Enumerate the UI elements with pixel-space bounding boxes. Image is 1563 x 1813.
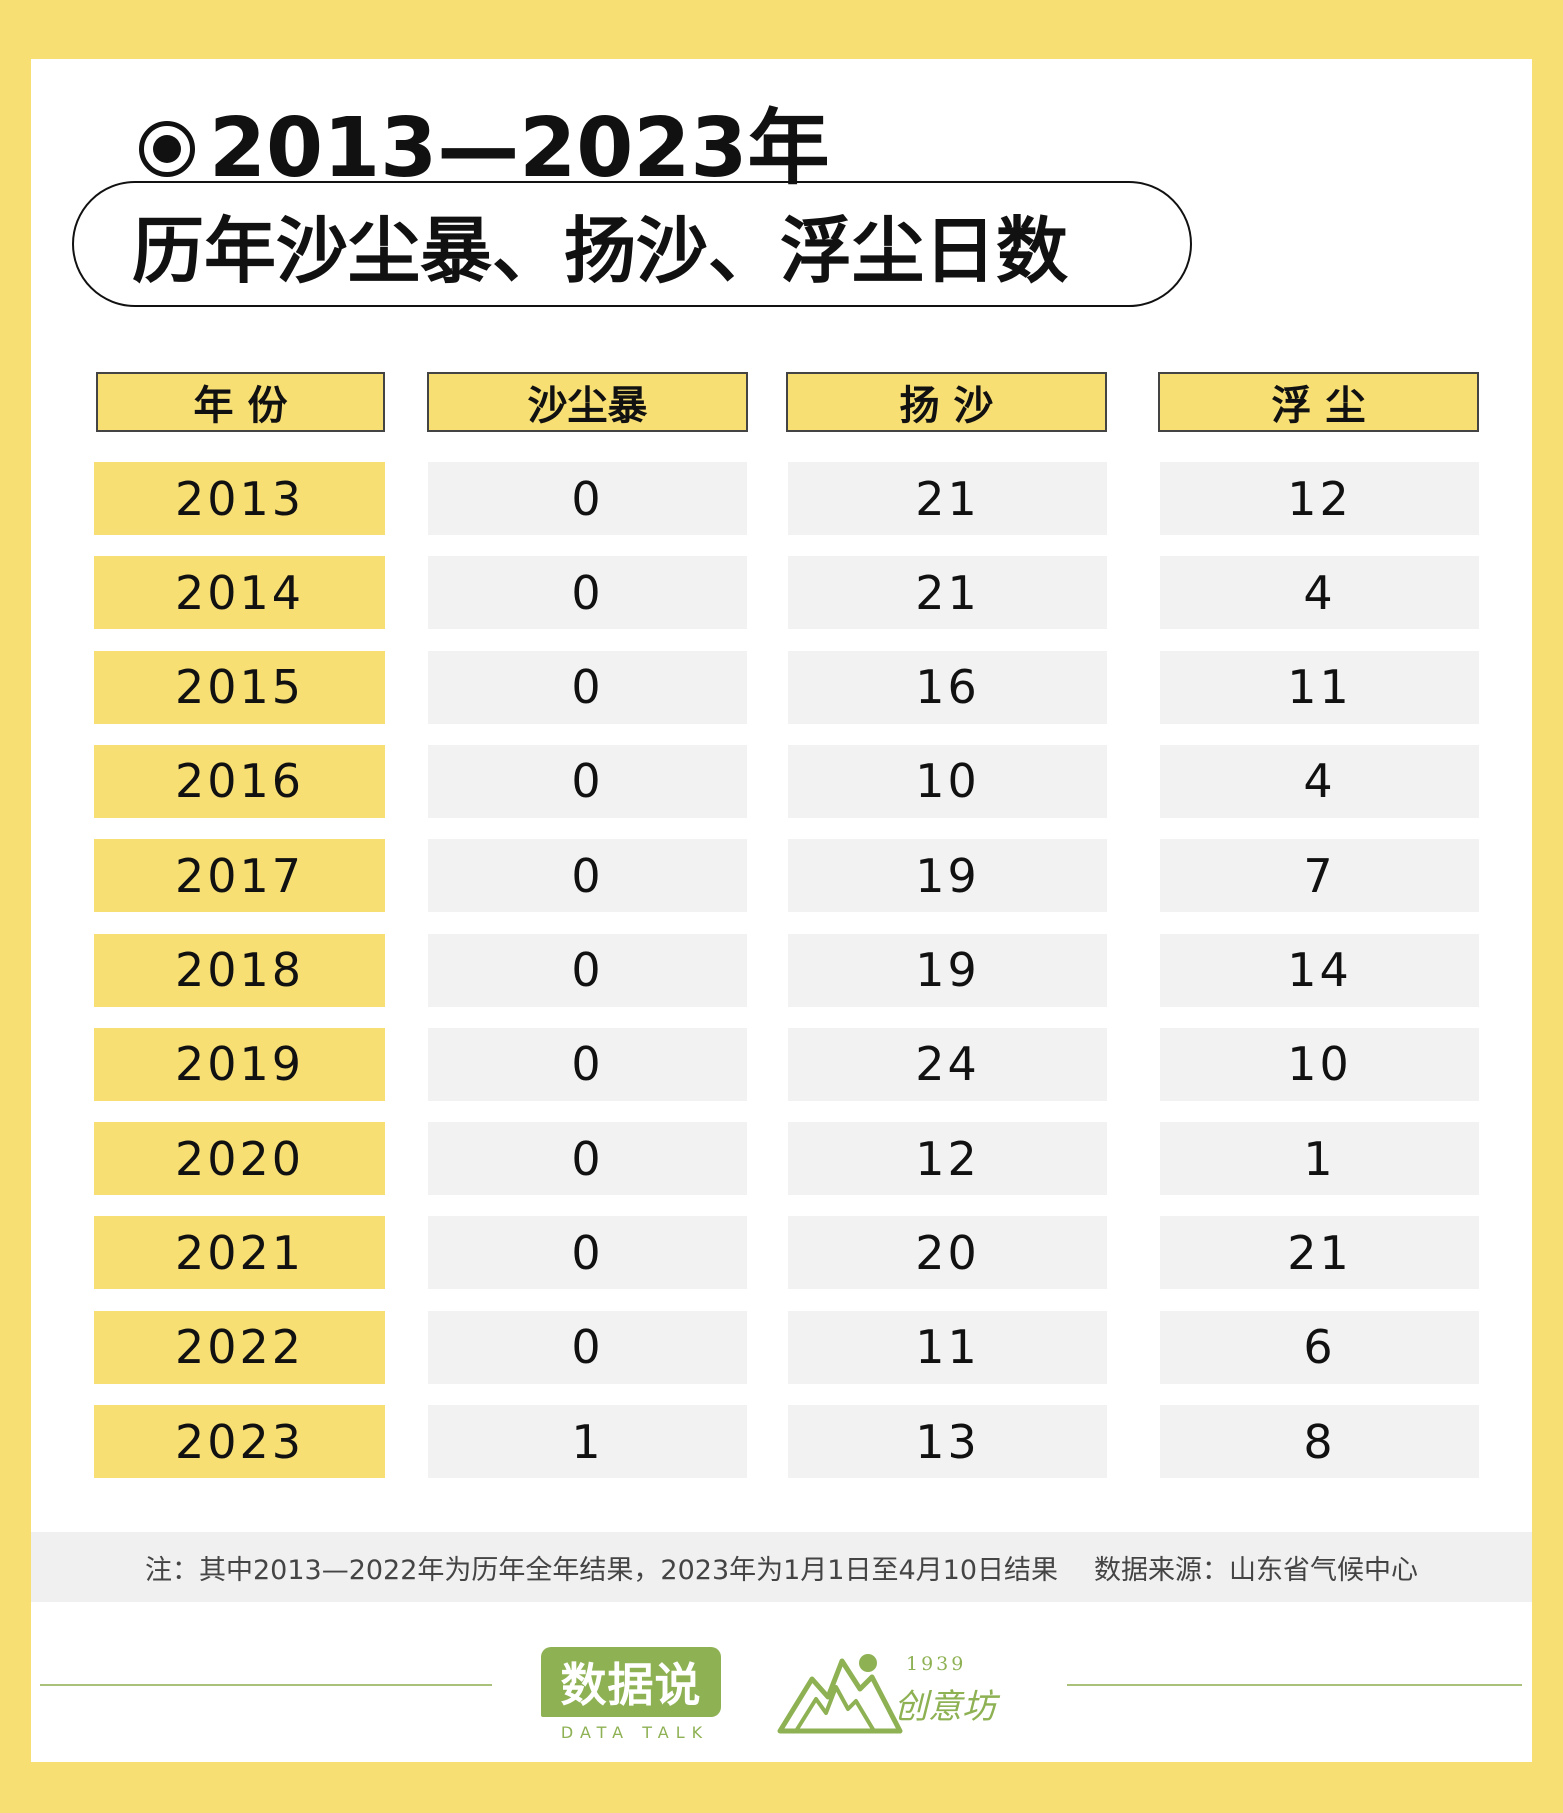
cell-floating-dust: 14 bbox=[1160, 933, 1479, 1007]
cell-year: 2021 bbox=[94, 1216, 385, 1290]
cell-blowing-sand: 24 bbox=[788, 1027, 1107, 1101]
footnote-note: 注：其中2013—2022年为历年全年结果，2023年为1月1日至4月10日结果 bbox=[144, 1554, 1059, 1586]
cell-blowing-sand: 19 bbox=[788, 839, 1107, 913]
data-talk-logo-en: DATA TALK bbox=[560, 1723, 710, 1742]
cell-floating-dust: 7 bbox=[1160, 839, 1479, 913]
cell-sandstorm: 1 bbox=[428, 1405, 747, 1478]
header-year: 年 份 bbox=[96, 372, 385, 432]
cell-year: 2015 bbox=[94, 650, 385, 724]
cell-sandstorm: 0 bbox=[428, 1216, 747, 1290]
cell-year: 2022 bbox=[94, 1310, 385, 1384]
cell-floating-dust: 21 bbox=[1160, 1216, 1479, 1290]
cell-blowing-sand: 16 bbox=[788, 650, 1107, 724]
cell-year: 2019 bbox=[94, 1027, 385, 1101]
title-line2: 历年沙尘暴、扬沙、浮尘日数 bbox=[132, 208, 1069, 293]
title-pill: 历年沙尘暴、扬沙、浮尘日数 bbox=[72, 181, 1192, 307]
cell-floating-dust: 8 bbox=[1160, 1405, 1479, 1478]
infographic-card: 2013—2023年 历年沙尘暴、扬沙、浮尘日数 年 份沙尘暴扬 沙浮 尘 201… bbox=[31, 59, 1532, 1762]
cell-sandstorm: 0 bbox=[428, 933, 747, 1007]
cell-year: 2016 bbox=[94, 744, 385, 818]
cell-sandstorm: 0 bbox=[428, 1122, 747, 1196]
cell-year: 2014 bbox=[94, 556, 385, 630]
studio-logo-name: 创意坊 bbox=[894, 1687, 996, 1727]
cell-year: 2023 bbox=[94, 1405, 385, 1478]
cell-sandstorm: 0 bbox=[428, 1027, 747, 1101]
cell-blowing-sand: 21 bbox=[788, 556, 1107, 630]
cell-blowing-sand: 19 bbox=[788, 933, 1107, 1007]
data-talk-logo: 数据说 DATA TALK bbox=[541, 1647, 729, 1742]
divider-left bbox=[40, 1684, 492, 1686]
title-line1: 2013—2023年 bbox=[209, 101, 830, 196]
cell-floating-dust: 10 bbox=[1160, 1027, 1479, 1101]
cell-blowing-sand: 21 bbox=[788, 462, 1107, 535]
bullseye-icon bbox=[139, 121, 195, 177]
header-blowing-sand: 扬 沙 bbox=[786, 372, 1107, 432]
header-sandstorm: 沙尘暴 bbox=[427, 372, 748, 432]
cell-floating-dust: 4 bbox=[1160, 744, 1479, 818]
cell-sandstorm: 0 bbox=[428, 462, 747, 535]
cell-year: 2020 bbox=[94, 1122, 385, 1196]
cell-sandstorm: 0 bbox=[428, 1310, 747, 1384]
cell-year: 2017 bbox=[94, 839, 385, 913]
cell-sandstorm: 0 bbox=[428, 744, 747, 818]
cell-blowing-sand: 13 bbox=[788, 1405, 1107, 1478]
data-talk-logo-box: 数据说 bbox=[541, 1647, 721, 1717]
cell-blowing-sand: 11 bbox=[788, 1310, 1107, 1384]
footnote-bar: 注：其中2013—2022年为历年全年结果，2023年为1月1日至4月10日结果… bbox=[31, 1532, 1532, 1602]
mountain-icon bbox=[777, 1654, 903, 1734]
studio-logo: 1939 创意坊 bbox=[776, 1639, 1016, 1749]
cell-floating-dust: 4 bbox=[1160, 556, 1479, 630]
title-year-range: 2013—2023年 bbox=[139, 89, 829, 209]
cell-sandstorm: 0 bbox=[428, 650, 747, 724]
cell-floating-dust: 1 bbox=[1160, 1122, 1479, 1196]
cell-sandstorm: 0 bbox=[428, 556, 747, 630]
cell-blowing-sand: 10 bbox=[788, 744, 1107, 818]
cell-blowing-sand: 20 bbox=[788, 1216, 1107, 1290]
studio-logo-year: 1939 bbox=[906, 1653, 967, 1675]
cell-sandstorm: 0 bbox=[428, 839, 747, 913]
footnote-source: 数据来源：山东省气候中心 bbox=[1094, 1554, 1419, 1586]
cell-floating-dust: 6 bbox=[1160, 1310, 1479, 1384]
cell-blowing-sand: 12 bbox=[788, 1122, 1107, 1196]
cell-year: 2018 bbox=[94, 933, 385, 1007]
cell-floating-dust: 12 bbox=[1160, 462, 1479, 535]
cell-floating-dust: 11 bbox=[1160, 650, 1479, 724]
header-floating-dust: 浮 尘 bbox=[1158, 372, 1479, 432]
divider-right bbox=[1067, 1684, 1522, 1686]
data-talk-logo-cn: 数据说 bbox=[560, 1658, 702, 1712]
cell-year: 2013 bbox=[94, 462, 385, 535]
